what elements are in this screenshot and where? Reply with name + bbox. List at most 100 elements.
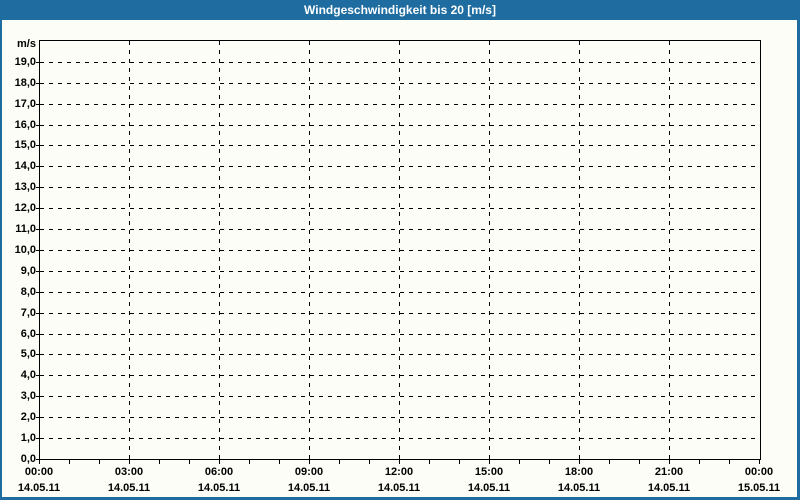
plot-area bbox=[39, 40, 761, 460]
x-axis-time-label: 00:00 bbox=[24, 466, 54, 478]
y-axis-tick bbox=[36, 125, 39, 126]
gridline-vertical bbox=[669, 41, 670, 459]
x-axis-date-label: 14.05.11 bbox=[377, 482, 421, 494]
gridline-horizontal bbox=[40, 166, 760, 167]
y-axis-label: 11,0 bbox=[15, 223, 36, 235]
x-axis-tick bbox=[549, 460, 550, 464]
x-axis-time-label: 21:00 bbox=[654, 466, 684, 478]
x-axis-tick bbox=[759, 460, 760, 464]
x-axis-date-label: 14.05.11 bbox=[287, 482, 331, 494]
gridline-vertical bbox=[579, 41, 580, 459]
x-axis-tick bbox=[639, 460, 640, 464]
x-axis-tick bbox=[159, 460, 160, 464]
y-axis-tick bbox=[36, 375, 39, 376]
y-axis-tick bbox=[36, 459, 39, 460]
y-axis-label: 5,0 bbox=[20, 348, 36, 360]
gridline-horizontal bbox=[40, 250, 760, 251]
gridline-vertical bbox=[489, 41, 490, 459]
y-axis-label: 1,0 bbox=[20, 432, 36, 444]
x-axis-time-label: 15:00 bbox=[474, 466, 504, 478]
gridline-horizontal bbox=[40, 271, 760, 272]
y-axis-label: 10,0 bbox=[14, 244, 36, 256]
y-axis-tick bbox=[36, 313, 39, 314]
gridline-vertical bbox=[129, 41, 130, 459]
gridline-horizontal bbox=[40, 375, 760, 376]
x-axis-tick bbox=[429, 460, 430, 464]
gridline-horizontal bbox=[40, 334, 760, 335]
y-axis-tick bbox=[36, 417, 39, 418]
y-axis-tick bbox=[36, 208, 39, 209]
gridline-horizontal bbox=[40, 83, 760, 84]
y-axis-tick bbox=[36, 438, 39, 439]
y-axis-label: 2,0 bbox=[20, 411, 36, 423]
x-axis-date-label: 14.05.11 bbox=[107, 482, 151, 494]
y-axis-tick bbox=[36, 62, 39, 63]
x-axis-tick bbox=[669, 460, 670, 464]
gridline-horizontal bbox=[40, 354, 760, 355]
x-axis-tick bbox=[99, 460, 100, 464]
y-axis-label: 18,0 bbox=[14, 77, 36, 89]
x-axis-time-label: 06:00 bbox=[204, 466, 234, 478]
x-axis-tick bbox=[519, 460, 520, 464]
x-axis-time-label: 09:00 bbox=[294, 466, 324, 478]
y-axis-unit-label: m/s bbox=[17, 38, 36, 50]
x-axis-tick bbox=[729, 460, 730, 464]
y-axis-label: 14,0 bbox=[14, 160, 36, 172]
x-axis-date-label: 15.05.11 bbox=[737, 482, 781, 494]
x-axis-tick bbox=[39, 460, 40, 464]
y-axis-tick bbox=[36, 396, 39, 397]
x-axis-time-label: 12:00 bbox=[384, 466, 414, 478]
y-axis-label: 3,0 bbox=[20, 390, 36, 402]
gridline-horizontal bbox=[40, 125, 760, 126]
gridline-vertical bbox=[309, 41, 310, 459]
x-axis-tick bbox=[459, 460, 460, 464]
y-axis-tick bbox=[36, 187, 39, 188]
x-axis-time-label: 18:00 bbox=[564, 466, 594, 478]
x-axis-tick bbox=[339, 460, 340, 464]
gridline-horizontal bbox=[40, 396, 760, 397]
x-axis-date-label: 14.05.11 bbox=[647, 482, 691, 494]
y-axis-tick bbox=[36, 334, 39, 335]
x-axis-tick bbox=[399, 460, 400, 464]
gridline-horizontal bbox=[40, 417, 760, 418]
x-axis-tick bbox=[309, 460, 310, 464]
y-axis-label: 12,0 bbox=[14, 202, 36, 214]
gridline-horizontal bbox=[40, 104, 760, 105]
y-axis-tick bbox=[36, 292, 39, 293]
gridline-horizontal bbox=[40, 208, 760, 209]
x-axis-tick bbox=[249, 460, 250, 464]
gridline-horizontal bbox=[40, 145, 760, 146]
y-axis-label: 17,0 bbox=[14, 98, 36, 110]
x-axis-date-label: 14.05.11 bbox=[467, 482, 511, 494]
x-axis-time-label: 03:00 bbox=[114, 466, 144, 478]
gridline-vertical bbox=[399, 41, 400, 459]
gridline-horizontal bbox=[40, 438, 760, 439]
y-axis-tick bbox=[36, 271, 39, 272]
gridline-horizontal bbox=[40, 229, 760, 230]
y-axis-label: 9,0 bbox=[20, 265, 36, 277]
x-axis-tick bbox=[579, 460, 580, 464]
y-axis-tick bbox=[36, 229, 39, 230]
x-axis-tick bbox=[489, 460, 490, 464]
y-axis-label: 15,0 bbox=[14, 139, 36, 151]
x-axis-tick bbox=[129, 460, 130, 464]
gridline-horizontal bbox=[40, 292, 760, 293]
y-axis-label: 13,0 bbox=[14, 181, 36, 193]
y-axis-tick bbox=[36, 354, 39, 355]
y-axis-label: 7,0 bbox=[20, 307, 36, 319]
y-axis-tick bbox=[36, 145, 39, 146]
y-axis-label: 4,0 bbox=[20, 369, 36, 381]
x-axis-tick bbox=[369, 460, 370, 464]
gridline-horizontal bbox=[40, 313, 760, 314]
y-axis-label: 19,0 bbox=[14, 56, 36, 68]
gridline-vertical bbox=[219, 41, 220, 459]
y-axis-tick bbox=[36, 104, 39, 105]
title-bar: Windgeschwindigkeit bis 20 [m/s] bbox=[0, 0, 800, 20]
y-axis-tick bbox=[36, 166, 39, 167]
x-axis-date-label: 14.05.11 bbox=[17, 482, 61, 494]
x-axis-tick bbox=[609, 460, 610, 464]
y-axis-label: 8,0 bbox=[20, 286, 36, 298]
x-axis-time-label: 00:00 bbox=[744, 466, 774, 478]
x-axis-tick bbox=[219, 460, 220, 464]
